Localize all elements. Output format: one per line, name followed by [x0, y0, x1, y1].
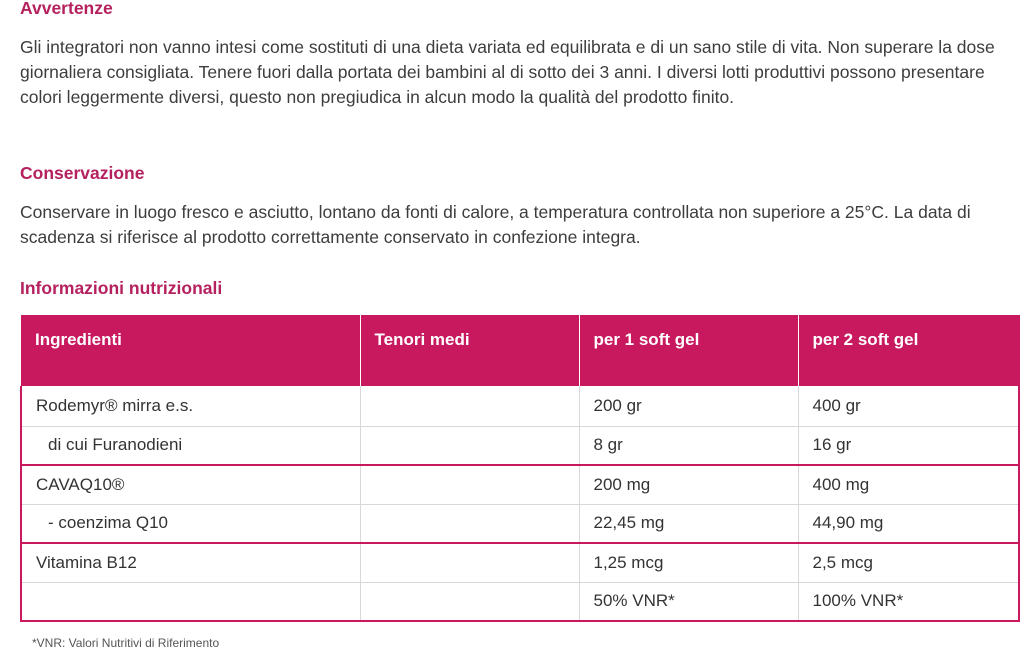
header-per-1-softgel: per 1 soft gel	[579, 315, 799, 386]
per-1-cell: 50% VNR*	[579, 582, 799, 622]
per-2-cell: 2,5 mcg	[798, 543, 1020, 583]
warnings-text: Gli integratori non vanno intesi come so…	[20, 37, 995, 108]
header-average-content: Tenori medi	[360, 315, 580, 386]
average-cell	[360, 543, 580, 583]
per-2-cell: 16 gr	[798, 426, 1020, 466]
table-row: Rodemyr® mirra e.s. 200 gr 400 gr	[20, 386, 1020, 427]
per-2-cell: 400 mg	[798, 465, 1020, 505]
average-cell	[360, 426, 580, 466]
per-2-cell: 100% VNR*	[798, 582, 1020, 622]
per-2-cell: 400 gr	[798, 386, 1020, 427]
table-row: - coenzima Q10 22,45 mg 44,90 mg	[20, 504, 1020, 544]
table-row: Vitamina B12 1,25 mcg 2,5 mcg	[20, 543, 1020, 583]
ingredient-cell	[20, 582, 361, 622]
storage-text: Conservare in luogo fresco e asciutto, l…	[20, 202, 971, 248]
nutrition-table: Ingredienti Tenori medi per 1 soft gel p…	[20, 315, 1020, 622]
table-row: CAVAQ10® 200 mg 400 mg	[20, 465, 1020, 505]
per-1-cell: 22,45 mg	[579, 504, 799, 544]
per-1-cell: 8 gr	[579, 426, 799, 466]
average-cell	[360, 504, 580, 544]
average-cell	[360, 582, 580, 622]
average-cell	[360, 386, 580, 427]
per-1-cell: 200 mg	[579, 465, 799, 505]
storage-heading: Conservazione	[20, 163, 145, 183]
table-row: di cui Furanodieni 8 gr 16 gr	[20, 426, 1020, 466]
ingredient-cell: Vitamina B12	[20, 543, 361, 583]
ingredient-cell: CAVAQ10®	[20, 465, 361, 505]
ingredient-cell: Rodemyr® mirra e.s.	[20, 386, 361, 427]
per-1-cell: 200 gr	[579, 386, 799, 427]
table-header-row: Ingredienti Tenori medi per 1 soft gel p…	[21, 315, 1020, 386]
warnings-heading: Avvertenze	[20, 0, 113, 18]
ingredient-cell: - coenzima Q10	[20, 504, 361, 544]
per-1-cell: 1,25 mcg	[579, 543, 799, 583]
ingredient-cell: di cui Furanodieni	[20, 426, 361, 466]
footnote: *VNR: Valori Nutritivi di Riferimento	[32, 636, 220, 650]
table-row: 50% VNR* 100% VNR*	[20, 582, 1020, 622]
nutrition-heading: Informazioni nutrizionali	[20, 278, 223, 298]
per-2-cell: 44,90 mg	[798, 504, 1020, 544]
average-cell	[360, 465, 580, 505]
header-per-2-softgel: per 2 soft gel	[798, 315, 1020, 386]
header-ingredients: Ingredienti	[21, 315, 361, 386]
